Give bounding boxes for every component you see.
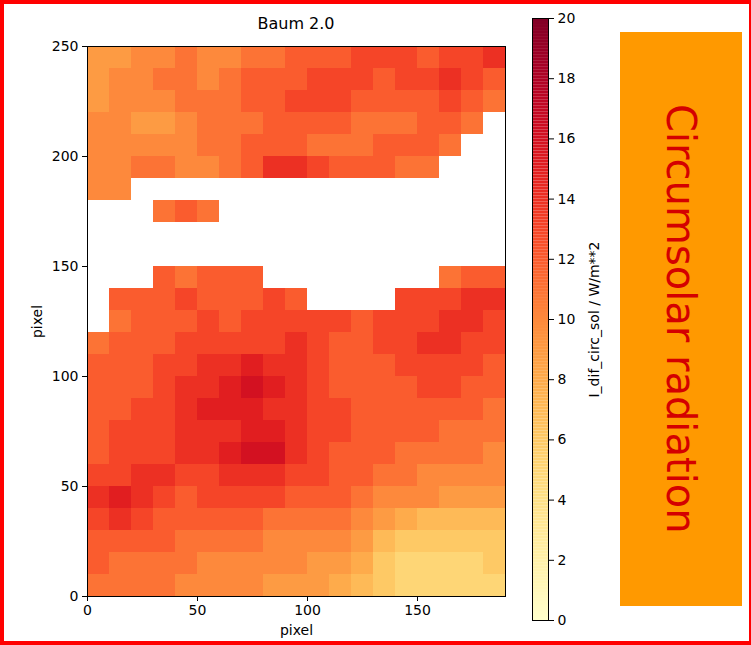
html-text:Baum 2.0: Baum 2.0 [257, 14, 335, 33]
html-text:Circumsolar radiation: Circumsolar radiation [658, 104, 704, 534]
svg-text:6: 6 [558, 431, 567, 447]
svg-text:150: 150 [404, 602, 431, 618]
svg-text:20: 20 [558, 10, 576, 26]
svg-text:pixel: pixel [280, 622, 313, 638]
svg-text:8: 8 [558, 371, 567, 387]
svg-text:250: 250 [52, 38, 79, 54]
svg-text:10: 10 [558, 311, 576, 327]
svg-text:50: 50 [189, 602, 207, 618]
svg-text:0: 0 [70, 588, 79, 604]
svg-text:200: 200 [52, 148, 79, 164]
svg-text:0: 0 [83, 602, 92, 618]
svg-text:18: 18 [558, 70, 576, 86]
svg-text:0: 0 [558, 612, 567, 628]
svg-text:4: 4 [558, 492, 567, 508]
svg-text:50: 50 [61, 478, 79, 494]
svg-text:I_dif_circ_sol / W/m**2: I_dif_circ_sol / W/m**2 [586, 241, 602, 397]
svg-text:100: 100 [294, 602, 321, 618]
svg-text:150: 150 [52, 258, 79, 274]
svg-text:12: 12 [558, 251, 576, 267]
svg-text:14: 14 [558, 191, 576, 207]
svg-text:16: 16 [558, 130, 576, 146]
svg-text:100: 100 [52, 368, 79, 384]
svg-text:2: 2 [558, 552, 567, 568]
svg-text:pixel: pixel [29, 305, 45, 338]
